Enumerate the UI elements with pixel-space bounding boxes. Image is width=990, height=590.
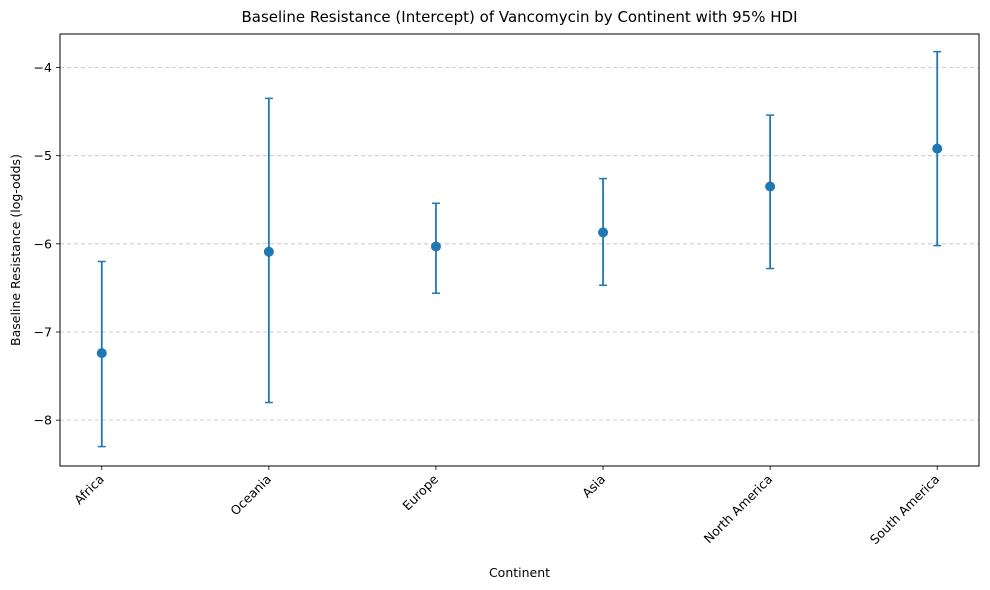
data-point bbox=[765, 181, 776, 192]
x-tick-label: Asia bbox=[579, 472, 608, 501]
y-axis: −8 −7 −6 −5 −4 bbox=[34, 60, 60, 428]
y-tick-label: −6 bbox=[34, 236, 52, 251]
y-tick-label: −7 bbox=[34, 324, 52, 339]
data-point bbox=[96, 348, 107, 359]
x-tick-label: Europe bbox=[399, 471, 441, 513]
plot-area-frame bbox=[59, 33, 980, 467]
x-tick-label: South America bbox=[867, 472, 943, 548]
x-tick-label: Oceania bbox=[227, 472, 274, 519]
x-axis: Africa Oceania Europe Asia North America Sout… bbox=[71, 466, 942, 547]
chart-title: Baseline Resistance (Intercept) of Vanco… bbox=[241, 8, 797, 26]
x-axis-label: Continent bbox=[489, 565, 550, 580]
y-axis-label: Baseline Resistance (log-odds) bbox=[8, 154, 23, 346]
x-tick-label: Africa bbox=[71, 472, 107, 508]
data-point bbox=[598, 227, 609, 238]
data-point bbox=[932, 143, 943, 154]
y-tick-label: −8 bbox=[34, 413, 52, 428]
data-point bbox=[263, 246, 274, 257]
data-point bbox=[430, 241, 441, 252]
y-tick-label: −4 bbox=[34, 60, 52, 75]
data-layer bbox=[96, 50, 943, 448]
x-tick-label: North America bbox=[701, 472, 776, 547]
y-tick-label: −5 bbox=[34, 148, 52, 163]
gridlines bbox=[60, 67, 979, 421]
